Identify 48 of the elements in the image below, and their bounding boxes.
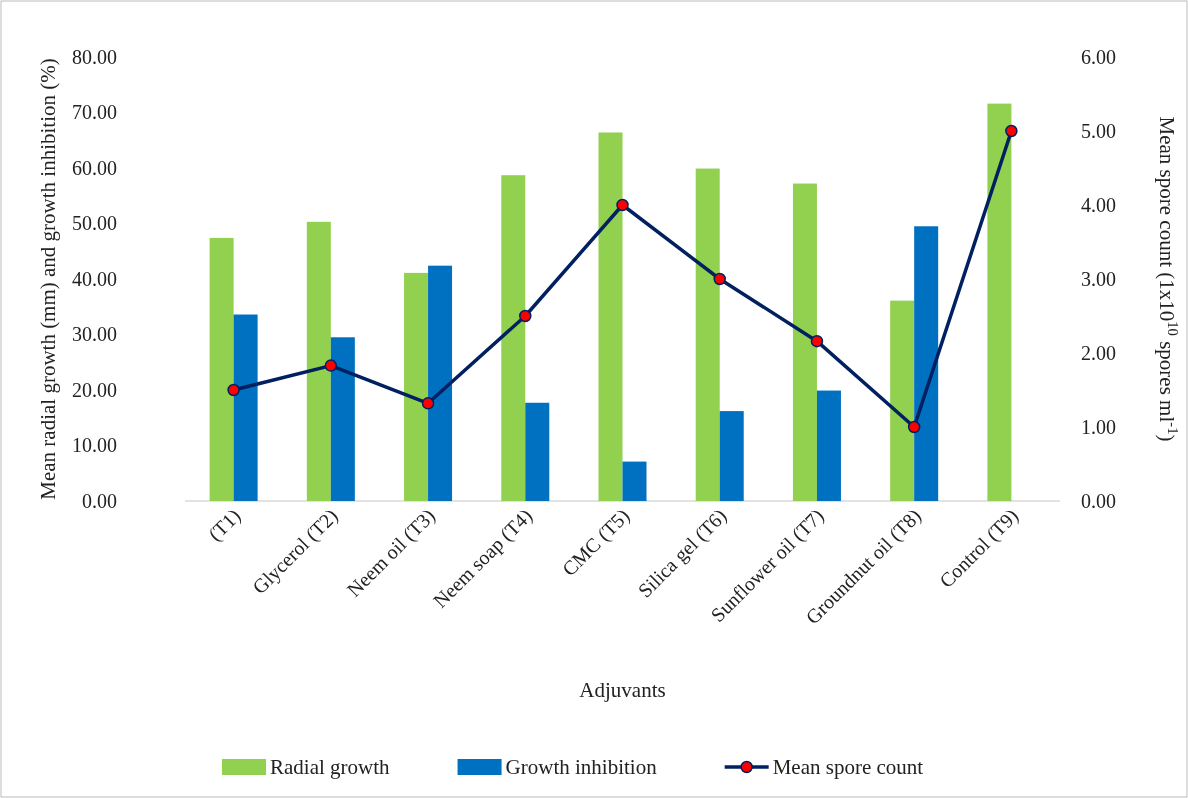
y2-tick-label: 2.00: [1081, 341, 1116, 364]
bar: [330, 337, 355, 501]
bar: [816, 390, 841, 501]
y-tick-label: 60.00: [72, 156, 117, 179]
point: [810, 334, 824, 348]
bar: [792, 183, 817, 501]
point: [907, 420, 921, 434]
bar: [428, 265, 453, 501]
legend-label: Radial growth: [270, 755, 391, 779]
y2-tick-label: 5.00: [1081, 119, 1116, 142]
point: [519, 309, 532, 323]
bar: [404, 272, 429, 501]
x-axis-title: Adjuvants: [579, 678, 666, 702]
y-tick-label: 50.00: [72, 212, 117, 235]
point: [1005, 124, 1018, 138]
point: [324, 359, 338, 372]
y2-tick-label: 4.00: [1081, 193, 1116, 216]
y2-tick-label: 1.00: [1081, 415, 1116, 438]
bar: [233, 314, 258, 501]
y-tick-label: 30.00: [72, 323, 117, 346]
y-tick-label: 20.00: [72, 378, 117, 401]
bar: [695, 168, 720, 501]
point: [616, 198, 629, 212]
bar: [598, 132, 623, 501]
bar: [987, 103, 1012, 501]
bar: [914, 226, 939, 501]
legend-label: Mean spore count: [772, 755, 924, 779]
bar: [501, 175, 526, 501]
bar: [622, 461, 647, 501]
y-axis-title: Mean radial growth (mm) and growth inhibition (%): [36, 58, 60, 500]
point: [421, 397, 435, 410]
y-tick-label: 40.00: [72, 267, 117, 290]
x-tick-label: (T1): [203, 504, 246, 546]
bar: [525, 402, 550, 501]
y-tick-label: 10.00: [72, 434, 117, 457]
bar: [890, 300, 915, 501]
bar: [719, 411, 744, 501]
y-tick-label: 80.00: [72, 45, 117, 68]
point: [227, 383, 240, 397]
point: [713, 272, 726, 286]
y-tick-label: 0.00: [82, 489, 117, 512]
bar: [209, 237, 234, 501]
bar: [306, 221, 331, 501]
legend-label: Growth inhibition: [505, 755, 658, 779]
y2-tick-label: 6.00: [1081, 45, 1116, 68]
y-tick-label: 70.00: [72, 101, 117, 124]
y2-tick-label: 0.00: [1081, 489, 1116, 512]
y2-tick-label: 3.00: [1081, 267, 1116, 290]
